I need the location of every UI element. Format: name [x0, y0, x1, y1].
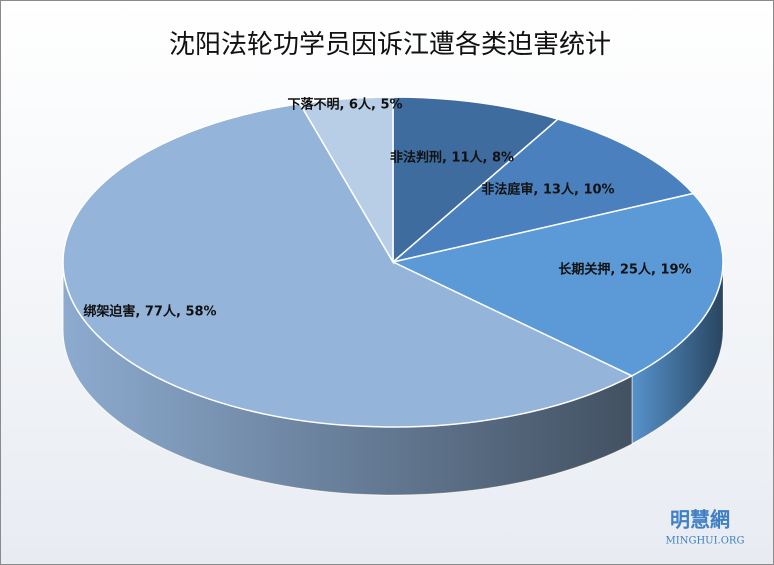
chart-title: 沈阳法轮功学员因诉江遭各类迫害统计 — [169, 30, 611, 60]
slice — [390, 192, 724, 377]
slice — [62, 102, 634, 428]
data-label: 非法庭审, 13人, 10% — [481, 182, 614, 198]
labels: 非法判刑, 11人, 8% 非法庭审, 13人, 10% 长期关押, 25人, 19… — [83, 97, 691, 320]
pie — [62, 96, 724, 496]
data-label: 非法判刑, 11人, 8% — [390, 150, 514, 166]
slice — [392, 118, 695, 263]
data-label: 绑架迫害, 77人, 58% — [83, 304, 216, 320]
slice — [298, 96, 394, 265]
data-label: 长期关押, 25人, 19% — [558, 262, 691, 278]
watermark-site: MINGHUI.ORG — [666, 536, 745, 547]
slice-side-shade — [631, 262, 723, 444]
slice-side-shade — [63, 262, 632, 495]
data-label: 下落不明, 6人, 5% — [287, 97, 402, 113]
watermark-name: 明慧網 — [670, 508, 730, 532]
slice — [392, 96, 560, 264]
